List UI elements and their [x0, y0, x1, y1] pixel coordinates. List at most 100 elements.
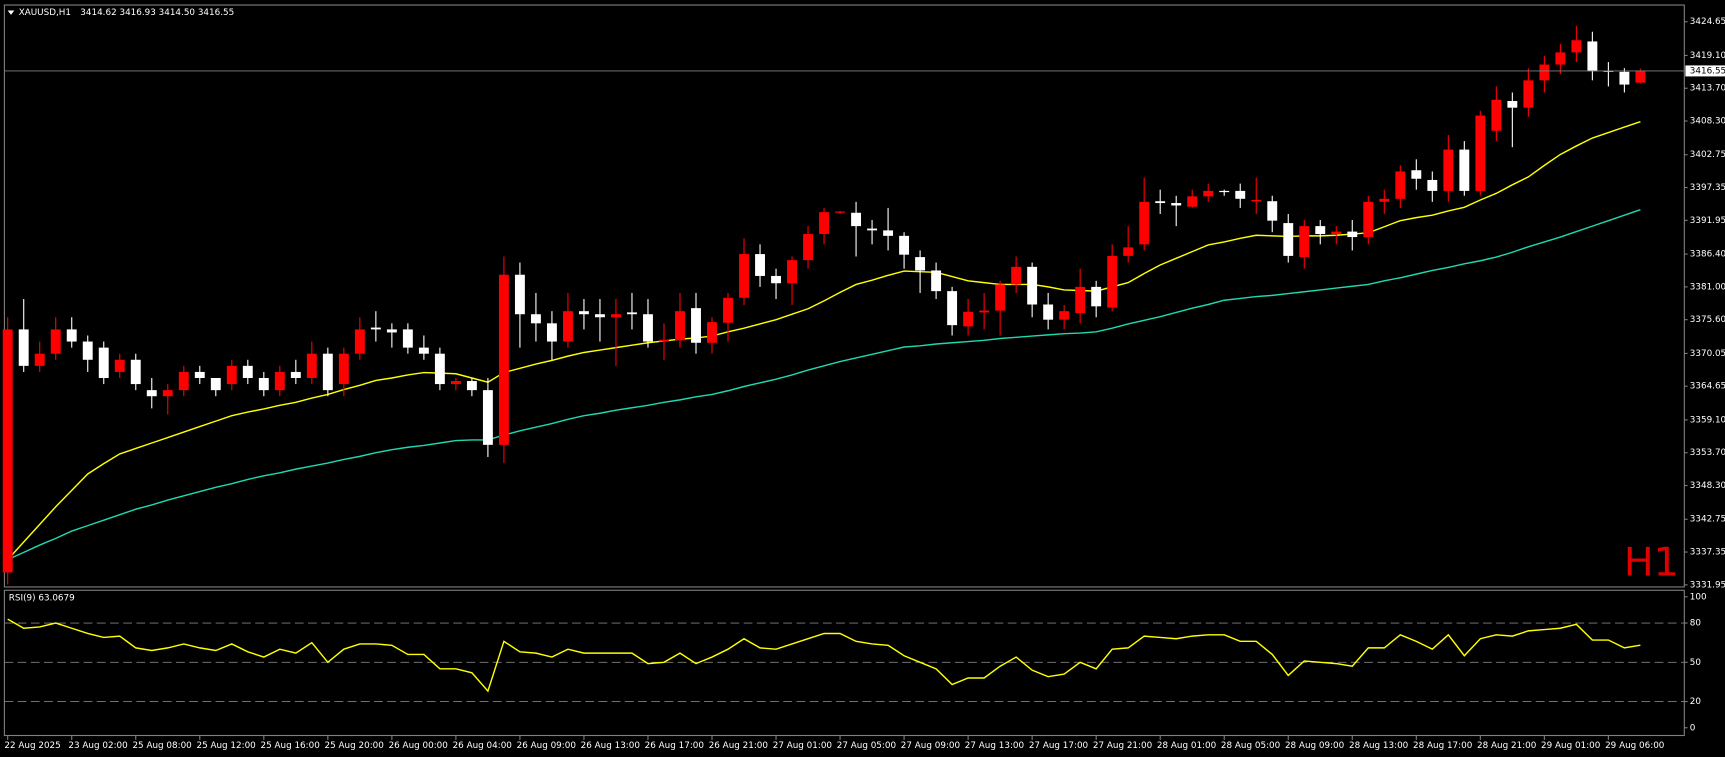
- candle-body: [1219, 190, 1230, 193]
- candle-body: [290, 371, 301, 379]
- candle-body: [1379, 198, 1390, 202]
- rsi-pane: [3, 589, 1685, 737]
- x-tick-label: 25 Aug 08:00: [132, 741, 192, 751]
- x-tick-label: 27 Aug 17:00: [1029, 741, 1089, 751]
- candle-body: [194, 371, 205, 379]
- candle-body: [546, 323, 557, 342]
- candle-body: [1587, 41, 1598, 72]
- x-tick-label: 28 Aug 13:00: [1349, 741, 1409, 751]
- candle-body: [210, 378, 221, 391]
- candle-body: [1043, 304, 1054, 320]
- candle-body: [1027, 266, 1038, 305]
- y-tick-label: 3413.70: [1690, 84, 1725, 94]
- x-tick-label: 29 Aug 01:00: [1541, 741, 1601, 751]
- candle-body: [787, 260, 797, 284]
- candle-body: [1571, 40, 1582, 53]
- y-tick-label: 3370.05: [1690, 349, 1725, 359]
- y-tick-label: 3337.35: [1690, 548, 1725, 558]
- x-tick-label: 23 Aug 02:00: [68, 741, 128, 751]
- candle-body: [2, 329, 13, 573]
- x-tick-label: 28 Aug 21:00: [1477, 741, 1537, 751]
- candle-body: [643, 314, 653, 342]
- candle-body: [482, 390, 493, 445]
- candle-body: [1203, 190, 1214, 197]
- candle-body: [819, 212, 830, 235]
- candle-body: [979, 310, 990, 313]
- x-tick-label: 28 Aug 09:00: [1285, 741, 1345, 751]
- candle-body: [1171, 203, 1182, 206]
- y-tick-label: 3402.75: [1690, 150, 1725, 160]
- candle-body: [354, 329, 365, 354]
- candle-body: [691, 308, 701, 343]
- candle-body: [162, 390, 173, 397]
- candle-body: [1139, 201, 1150, 245]
- candle-body: [434, 353, 445, 385]
- candle-body: [450, 381, 461, 385]
- candle-body: [755, 254, 765, 276]
- candle-body: [835, 211, 846, 213]
- candle-body: [1123, 247, 1134, 256]
- candle-body: [50, 329, 61, 354]
- candle-body: [1363, 201, 1374, 238]
- y-tick-label: 50: [1690, 658, 1702, 668]
- candle-body: [1267, 201, 1278, 221]
- symbol-label: XAUUSD,H1: [19, 8, 71, 18]
- candle-body: [322, 353, 333, 391]
- candle-body: [1251, 200, 1262, 202]
- candle-body: [1523, 80, 1534, 108]
- candle-body: [514, 274, 525, 315]
- candle-body: [98, 347, 109, 379]
- candle-body: [1555, 52, 1566, 65]
- candle-body: [130, 359, 141, 385]
- candle-body: [274, 371, 285, 391]
- candle-body: [466, 381, 477, 391]
- candle-body: [1427, 179, 1438, 191]
- candle-body: [1443, 149, 1454, 191]
- candle-body: [995, 284, 1006, 311]
- rsi-line: [7, 618, 1641, 693]
- y-tick-label: 3424.65: [1690, 17, 1725, 27]
- y-tick-label: 3381.00: [1690, 282, 1725, 292]
- candle-body: [1475, 115, 1486, 191]
- candle-body: [915, 257, 926, 271]
- candle-body: [1539, 64, 1550, 81]
- y-tick-label: 3331.95: [1690, 580, 1725, 590]
- candle-body: [178, 371, 189, 391]
- candle-body: [947, 291, 958, 326]
- candle-body: [1107, 255, 1118, 308]
- y-tick-label: 3375.60: [1690, 315, 1725, 325]
- candle-body: [226, 365, 237, 385]
- x-tick-label: 22 Aug 2025: [4, 741, 60, 751]
- bid-label: 3416.55: [1690, 66, 1725, 76]
- x-tick-label: 26 Aug 13:00: [581, 741, 641, 751]
- candle-body: [659, 339, 669, 342]
- x-tick-label: 28 Aug 01:00: [1157, 741, 1217, 751]
- candle-body: [1299, 226, 1310, 258]
- collapse-arrow: [7, 10, 15, 15]
- y-tick-label: 3342.75: [1690, 515, 1725, 525]
- candle-body: [1411, 170, 1422, 179]
- candle-body: [34, 353, 45, 366]
- candle-body: [851, 212, 862, 227]
- candle-body: [66, 329, 77, 342]
- candle-body: [370, 327, 381, 330]
- candle-body: [82, 341, 93, 360]
- candle-body: [1091, 286, 1102, 307]
- candle-body: [1011, 266, 1022, 285]
- candle-body: [867, 228, 878, 231]
- candle-body: [707, 322, 717, 343]
- x-tick-label: 28 Aug 17:00: [1413, 741, 1473, 751]
- y-tick-label: 3408.30: [1690, 117, 1725, 127]
- candle-body: [771, 275, 781, 284]
- candle-body: [578, 311, 589, 315]
- x-tick-label: 27 Aug 13:00: [965, 741, 1025, 751]
- candle-body: [883, 230, 894, 236]
- y-tick-label: 3419.10: [1690, 51, 1725, 61]
- candle-body: [803, 234, 813, 261]
- candle-body: [675, 311, 685, 341]
- y-tick-label: 3348.30: [1690, 481, 1725, 491]
- candle-body: [1315, 226, 1326, 235]
- x-tick-label: 27 Aug 01:00: [773, 741, 833, 751]
